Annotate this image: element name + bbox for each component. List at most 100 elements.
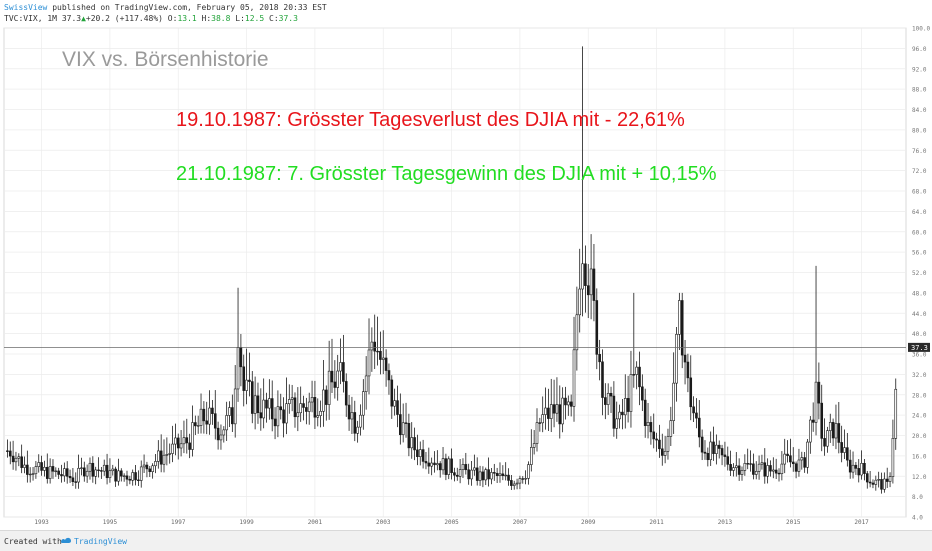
candle (57, 467, 60, 480)
candle (174, 423, 177, 456)
candle (652, 413, 656, 449)
vix-chart[interactable]: 4.0 8.0 12.0 16.0 20.0 24.0 28.0 32.0 36.0 40.0 44… (0, 0, 932, 530)
candle (723, 441, 727, 467)
candle (85, 464, 89, 483)
tradingview-brand-link[interactable]: TradingView (74, 537, 127, 546)
candle (410, 422, 414, 459)
candle (643, 388, 647, 438)
candle (789, 438, 792, 468)
candle (117, 458, 120, 486)
candle (151, 463, 154, 479)
candle (495, 467, 499, 484)
candle (205, 401, 209, 435)
candle (532, 430, 536, 455)
candle (77, 454, 80, 489)
price-axis[interactable]: 4.0 8.0 12.0 16.0 20.0 24.0 28.0 32.0 36.0 40.0 44… (912, 26, 930, 522)
candle (339, 338, 342, 385)
candle (672, 352, 675, 434)
y-tick-label: 88.0 (912, 87, 927, 94)
candle (208, 390, 211, 435)
candle (37, 454, 41, 473)
candle (134, 464, 137, 486)
last-price-tag (908, 342, 930, 352)
candles (6, 46, 898, 494)
candle (877, 471, 880, 488)
candle (256, 382, 260, 424)
candle (589, 234, 593, 320)
candle (356, 420, 359, 443)
candle (626, 375, 630, 423)
candle (290, 384, 294, 412)
candle (43, 460, 46, 477)
candle (478, 465, 482, 486)
candle (461, 458, 465, 478)
candle (307, 392, 311, 425)
candle (740, 466, 744, 481)
candle (558, 385, 562, 439)
candle (623, 374, 627, 429)
candle (752, 453, 755, 480)
y-tick-label: 32.0 (912, 372, 927, 379)
candle (604, 383, 607, 420)
candle (157, 440, 160, 469)
candle (14, 451, 18, 471)
y-tick-label: 12.0 (912, 474, 927, 481)
candle (436, 450, 439, 471)
candle (453, 467, 456, 482)
candle (527, 461, 530, 485)
candle (555, 377, 559, 422)
candle (179, 429, 183, 457)
candle (26, 450, 29, 483)
tradingview-logo-icon[interactable] (60, 535, 72, 547)
candle (686, 353, 690, 393)
y-tick-label: 20.0 (912, 433, 927, 440)
candle (880, 472, 883, 494)
candle (484, 467, 488, 486)
candle (342, 334, 345, 393)
candle (584, 245, 587, 313)
created-with-text: Created with (4, 537, 62, 546)
close-value: 37.3 (278, 14, 298, 23)
candle (122, 473, 126, 482)
candle (310, 380, 314, 413)
candle (837, 402, 841, 454)
last-value: 37.3 (61, 14, 82, 23)
author-link[interactable]: SwissView (4, 3, 48, 12)
candle (464, 452, 468, 475)
candle (333, 360, 337, 399)
candle (202, 401, 206, 434)
candle (216, 421, 220, 450)
candle (376, 316, 379, 366)
candle (302, 395, 305, 421)
x-tick-label: 1995 (103, 519, 118, 526)
candle (848, 449, 852, 479)
candle (102, 459, 106, 476)
candle (458, 458, 462, 484)
candle (689, 355, 693, 421)
candle (658, 424, 661, 458)
candle (641, 374, 644, 412)
candle (31, 467, 35, 481)
candle (182, 420, 186, 454)
high-label: H: (201, 14, 212, 23)
candle (578, 248, 582, 333)
candle (669, 406, 673, 446)
candle (165, 437, 169, 466)
time-axis[interactable]: 1993 1995 1997 1999 2001 2003 2005 2007 2009 2011… (34, 519, 869, 526)
candle (285, 377, 288, 435)
candle (868, 471, 872, 488)
candle (347, 394, 351, 431)
candle (888, 472, 892, 488)
candle (407, 413, 411, 457)
candle (322, 360, 325, 427)
candle (834, 404, 838, 450)
candle (737, 458, 741, 481)
candle (63, 462, 66, 482)
candle (621, 399, 624, 430)
candle (82, 461, 86, 482)
candle (649, 416, 653, 445)
candle (700, 429, 704, 461)
candle (675, 326, 678, 402)
candle (581, 46, 584, 317)
candle (569, 394, 573, 417)
